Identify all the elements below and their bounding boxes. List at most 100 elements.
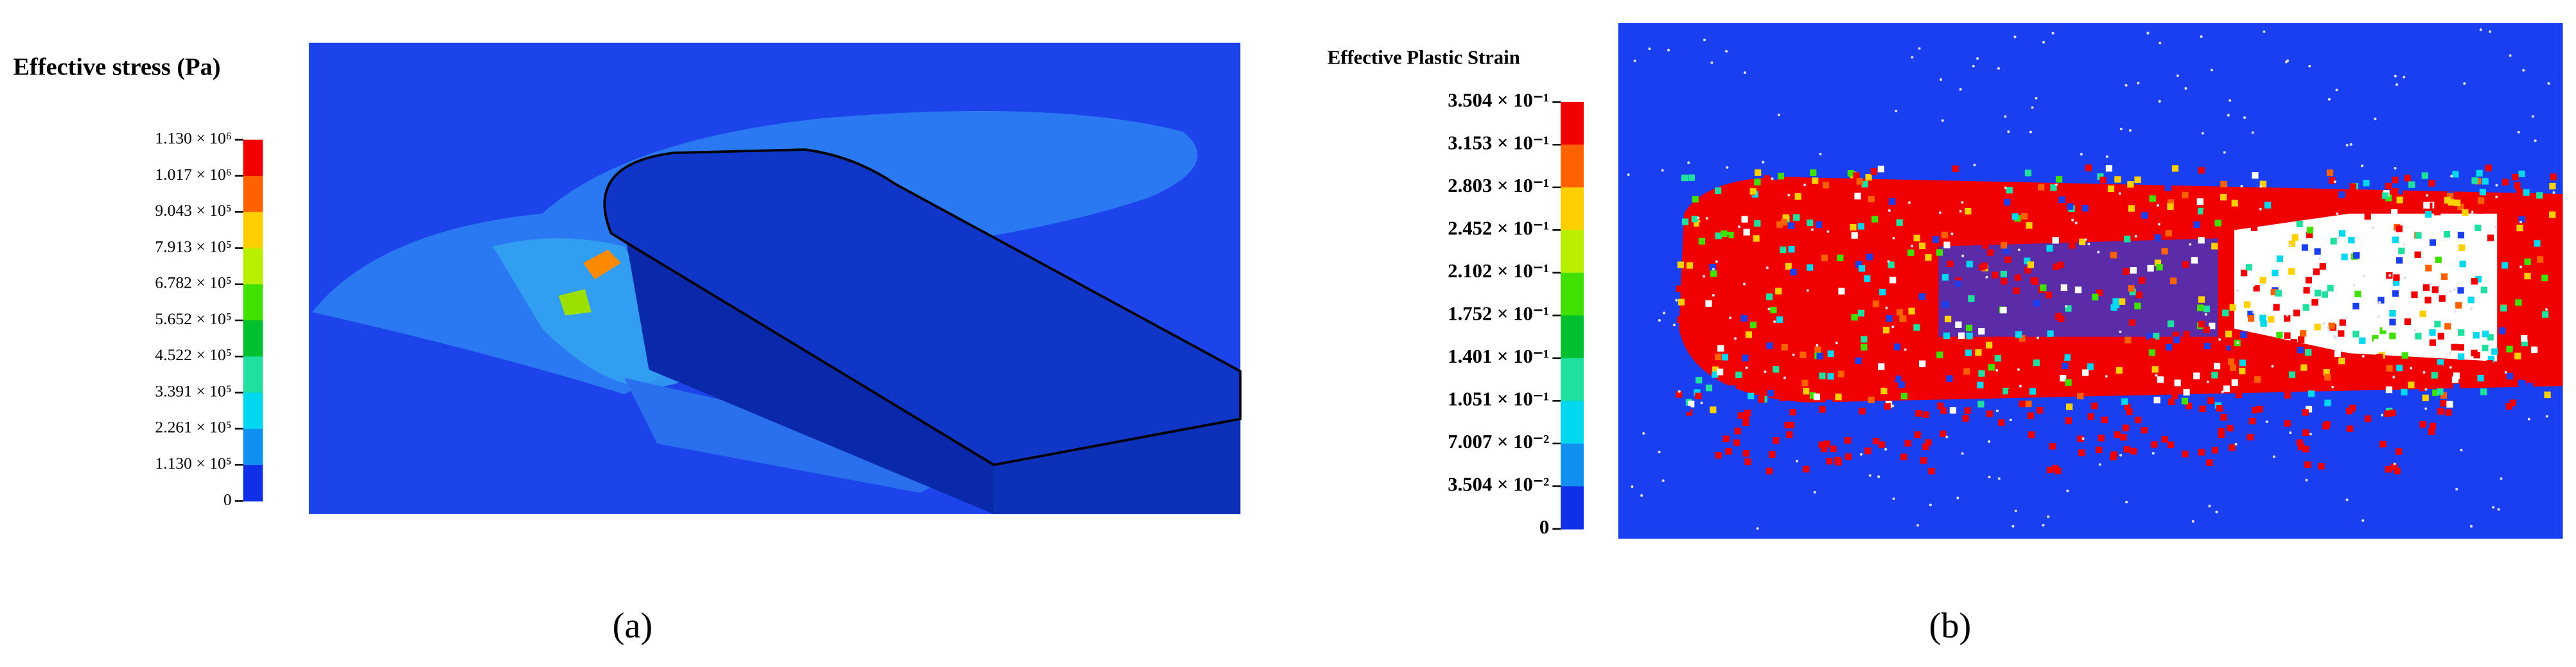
colorbar-label: 9.043 × 10⁵ <box>155 201 231 220</box>
speckle <box>2097 173 2104 180</box>
particle <box>2305 478 2308 481</box>
speckle <box>1722 435 1730 442</box>
colorbar-segment <box>243 465 263 502</box>
particle <box>1745 366 1748 370</box>
speckle <box>2393 274 2400 281</box>
speckle <box>2206 459 2213 466</box>
speckle <box>1994 355 2001 362</box>
particle <box>2453 288 2456 291</box>
speckle <box>2302 304 2309 311</box>
speckle <box>2536 192 2543 199</box>
speckle <box>1715 353 1722 360</box>
speckle <box>1677 370 1684 377</box>
particle <box>2289 431 2292 435</box>
particle <box>1995 410 1999 413</box>
speckle <box>2477 374 2484 382</box>
speckle <box>2324 374 2331 381</box>
particle <box>1904 348 1907 351</box>
colorbar-segment <box>1561 187 1584 231</box>
particle <box>2236 341 2239 344</box>
particle <box>2479 28 2482 31</box>
particle <box>2074 221 2078 225</box>
speckle <box>1737 412 1744 419</box>
speckle <box>2198 167 2205 174</box>
speckle <box>1882 327 1890 334</box>
speckle <box>2379 366 2387 374</box>
speckle <box>2346 425 2354 432</box>
speckle <box>2028 431 2035 438</box>
speckle <box>2046 291 2053 299</box>
speckle <box>2266 363 2273 370</box>
speckle <box>2284 275 2291 282</box>
speckle <box>2372 334 2379 342</box>
particle <box>2017 248 2020 252</box>
speckle <box>2168 398 2175 405</box>
speckle <box>2087 413 2094 420</box>
particle <box>2344 316 2347 320</box>
particle <box>2155 374 2158 377</box>
speckle <box>2473 376 2480 383</box>
speckle <box>2338 230 2346 237</box>
speckle <box>2507 282 2514 290</box>
speckle <box>2182 191 2189 198</box>
speckle <box>2291 234 2299 241</box>
speckle <box>2397 400 2404 407</box>
speckle <box>2098 435 2105 442</box>
particle <box>2019 385 2022 388</box>
speckle <box>2385 386 2393 394</box>
speckle <box>2354 290 2361 298</box>
speckle <box>2385 465 2392 473</box>
speckle <box>2466 211 2474 218</box>
speckle <box>2389 333 2396 340</box>
speckle <box>2368 304 2375 311</box>
particle <box>2119 330 2122 334</box>
speckle <box>2451 343 2458 351</box>
speckle <box>1928 467 1935 475</box>
speckle <box>1918 293 1925 300</box>
speckle <box>1900 315 1907 322</box>
colorbar-segment <box>243 139 263 177</box>
particle <box>2497 508 2500 511</box>
speckle <box>2422 394 2429 401</box>
speckle <box>1964 407 1971 414</box>
speckle <box>2414 251 2421 258</box>
particle <box>1891 404 1895 408</box>
speckle <box>2440 392 2448 399</box>
speckle <box>2114 176 2121 183</box>
speckle <box>1915 410 1922 417</box>
speckle <box>1771 173 1778 180</box>
speckle <box>2171 165 2179 172</box>
particle <box>1941 119 1944 122</box>
speckle <box>2482 178 2489 185</box>
speckle <box>2141 189 2148 196</box>
particle <box>2259 185 2263 188</box>
speckle <box>2539 364 2547 371</box>
speckle <box>1773 390 1780 397</box>
speckle <box>2446 193 2454 200</box>
speckle <box>2019 335 2026 342</box>
particle <box>2388 274 2392 277</box>
speckle <box>2198 449 2205 456</box>
speckle <box>1891 325 1898 333</box>
speckle <box>1814 346 1821 353</box>
speckle <box>2063 354 2071 361</box>
particle <box>2176 74 2179 78</box>
particle <box>2517 130 2520 134</box>
particle <box>1877 475 1880 478</box>
speckle <box>2457 204 2464 211</box>
particle <box>2377 315 2380 318</box>
speckle <box>2099 177 2107 184</box>
speckle <box>2389 318 2396 325</box>
speckle <box>1749 188 1757 195</box>
speckle <box>2314 248 2321 255</box>
speckle <box>2396 448 2403 455</box>
particle <box>2184 87 2187 90</box>
particle <box>1938 211 1941 214</box>
particle <box>1773 320 1776 324</box>
particle <box>2393 462 2396 465</box>
speckle <box>2324 399 2331 406</box>
speckle <box>2448 199 2455 206</box>
speckle <box>2487 234 2494 241</box>
speckle <box>2275 290 2282 297</box>
speckle <box>2052 237 2059 244</box>
